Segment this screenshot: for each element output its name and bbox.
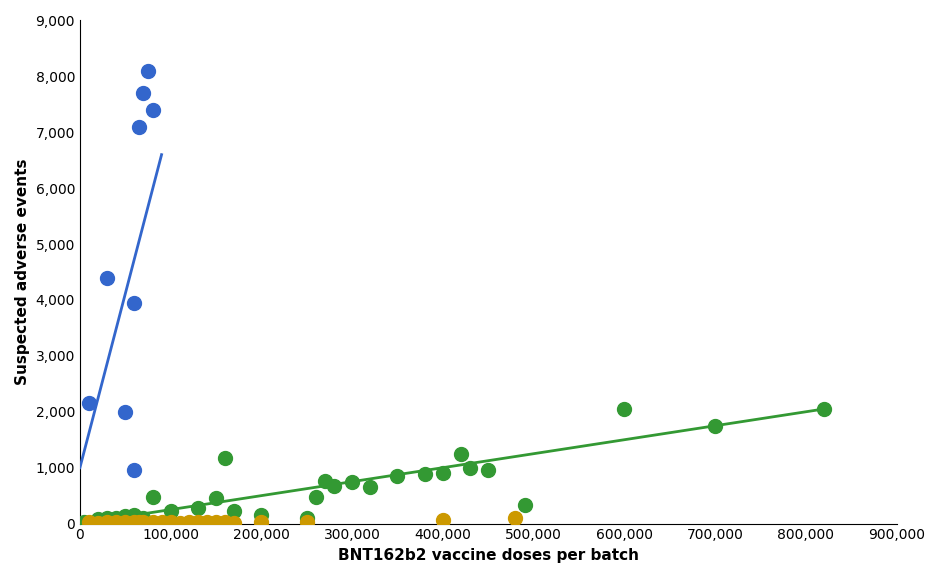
Point bbox=[209, 518, 224, 527]
Point bbox=[417, 470, 432, 479]
Point bbox=[82, 399, 97, 408]
Point bbox=[118, 512, 133, 521]
Point bbox=[118, 518, 133, 527]
Point bbox=[127, 466, 142, 475]
Point bbox=[254, 510, 269, 519]
Point bbox=[90, 518, 105, 528]
Point bbox=[154, 518, 169, 527]
Point bbox=[217, 518, 232, 527]
Point bbox=[209, 494, 224, 503]
Point bbox=[190, 518, 205, 527]
Point bbox=[217, 453, 232, 462]
Point bbox=[299, 513, 314, 523]
Point bbox=[318, 476, 333, 486]
Point bbox=[453, 449, 468, 458]
Point bbox=[90, 514, 105, 524]
Point bbox=[109, 518, 124, 527]
Point bbox=[77, 517, 92, 527]
Y-axis label: Suspected adverse events: Suspected adverse events bbox=[15, 159, 30, 386]
Point bbox=[254, 517, 269, 527]
Point bbox=[136, 88, 151, 98]
Point bbox=[136, 518, 151, 527]
Point bbox=[109, 513, 124, 523]
Point bbox=[227, 506, 242, 516]
Point bbox=[199, 518, 214, 527]
Point bbox=[118, 407, 133, 416]
Point bbox=[164, 506, 179, 516]
Point bbox=[508, 513, 523, 523]
Point bbox=[462, 463, 478, 472]
Point bbox=[480, 466, 495, 475]
Point bbox=[172, 518, 187, 528]
Point bbox=[299, 518, 314, 527]
Point bbox=[127, 518, 142, 527]
Point bbox=[227, 518, 242, 528]
Point bbox=[127, 510, 142, 520]
Point bbox=[100, 273, 115, 282]
Point bbox=[145, 517, 160, 527]
Point bbox=[390, 472, 405, 481]
Point bbox=[164, 518, 179, 527]
Point bbox=[308, 492, 323, 501]
Point bbox=[145, 492, 160, 501]
Point bbox=[345, 477, 360, 487]
X-axis label: BNT162b2 vaccine doses per batch: BNT162b2 vaccine doses per batch bbox=[337, 548, 638, 563]
Point bbox=[326, 481, 341, 490]
Point bbox=[817, 405, 832, 414]
Point bbox=[190, 503, 205, 513]
Point bbox=[82, 518, 97, 527]
Point bbox=[435, 469, 450, 478]
Point bbox=[435, 515, 450, 524]
Point bbox=[145, 105, 160, 114]
Point bbox=[363, 482, 378, 491]
Point bbox=[100, 518, 115, 527]
Point bbox=[140, 66, 155, 76]
Point bbox=[132, 518, 147, 527]
Point bbox=[100, 513, 115, 523]
Point bbox=[136, 513, 151, 523]
Point bbox=[708, 421, 723, 431]
Point bbox=[181, 518, 196, 527]
Point bbox=[517, 501, 532, 510]
Point bbox=[132, 122, 147, 131]
Point bbox=[617, 405, 632, 414]
Point bbox=[127, 298, 142, 307]
